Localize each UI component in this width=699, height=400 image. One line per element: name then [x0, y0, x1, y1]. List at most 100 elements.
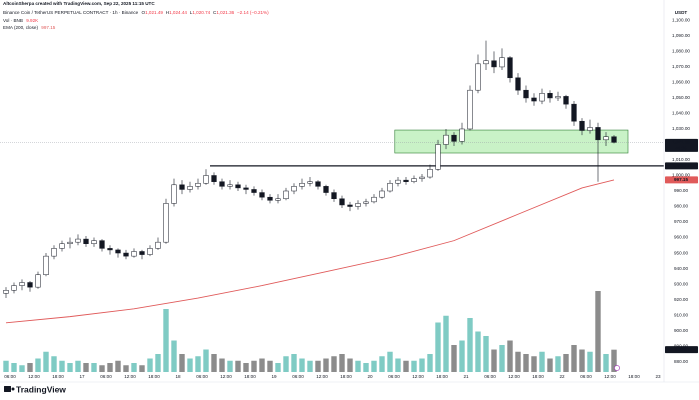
candle-body	[251, 189, 257, 193]
candle-body	[403, 179, 409, 182]
candle-body	[11, 285, 17, 291]
volume-bar	[347, 358, 353, 372]
volume-bar	[307, 360, 313, 372]
candle-body	[51, 248, 57, 257]
candle-body	[139, 251, 145, 255]
volume-bar	[35, 358, 41, 372]
candle-body	[563, 96, 569, 105]
volume-bar	[51, 356, 57, 372]
candle-body	[371, 196, 377, 203]
volume-bar	[203, 349, 209, 372]
y-tick-label: 1,060.00	[672, 80, 690, 85]
ema-badge-bg	[665, 176, 698, 184]
candle-body	[523, 89, 529, 99]
candle-body	[107, 248, 113, 251]
quote-o-value: 1,021.49	[145, 10, 163, 15]
x-tick-label: 12:00	[220, 374, 232, 379]
y-tick-label: 940.00	[674, 266, 688, 271]
level-badge-bg	[665, 162, 698, 170]
support-zone	[394, 129, 629, 154]
y-tick-label: 880.00	[674, 359, 688, 364]
x-tick-label: 18:00	[532, 374, 544, 379]
y-tick-label: 1,050.00	[672, 95, 690, 100]
plot-area	[0, 40, 664, 372]
candle-body	[147, 248, 153, 255]
volume-bar	[211, 354, 217, 372]
y-tick-label: 1,040.00	[672, 111, 690, 116]
volume-bar	[571, 345, 577, 372]
volume-bar	[283, 356, 289, 372]
events-icon[interactable]	[614, 365, 620, 371]
y-tick-label: 1,090.00	[672, 33, 690, 38]
candle-body	[331, 192, 337, 200]
candle-body	[187, 186, 193, 190]
candle-body	[363, 201, 369, 204]
x-tick-label: 22	[559, 374, 565, 379]
volume-bar	[251, 360, 257, 372]
y-tick-label: 1,030.00	[672, 126, 690, 131]
x-tick-label: 18:00	[628, 374, 640, 379]
y-tick-label: 1,100.00	[672, 18, 690, 23]
volume-bar	[427, 354, 433, 372]
candle-body	[91, 240, 97, 244]
candle-body	[475, 63, 481, 91]
volume-bar	[19, 365, 25, 372]
candle-body	[499, 57, 505, 68]
volume-bar	[579, 349, 585, 372]
legend-symbol: Binance Coin / TetherUS PERPETUAL CONTRA…	[3, 10, 269, 15]
legend-volume: Vol · BNB 9.92K	[3, 18, 39, 23]
x-tick-label: 18	[175, 374, 181, 379]
candle-body	[35, 274, 41, 288]
volume-bar	[299, 358, 305, 372]
volume-bar	[435, 322, 441, 372]
candle-body	[315, 181, 321, 187]
volume-bar	[355, 360, 361, 372]
x-tick-label: 18:00	[244, 374, 256, 379]
volume-bar	[499, 345, 505, 372]
quote-l-value: 1,020.74	[192, 10, 210, 15]
candle-body	[267, 196, 273, 201]
candle-body	[419, 176, 425, 179]
candle-body	[155, 241, 161, 249]
volume-bar	[483, 336, 489, 372]
x-tick-label: 12:00	[28, 374, 40, 379]
candle-body	[203, 175, 209, 184]
volume-bar	[451, 345, 457, 372]
candle-body	[611, 136, 617, 143]
x-tick-label: 17	[79, 374, 85, 379]
candle-body	[123, 252, 129, 257]
volume-bar	[331, 356, 337, 372]
volume-bar	[75, 360, 81, 372]
candle-body	[539, 93, 545, 102]
volume-bar	[11, 363, 17, 372]
volume-bar	[563, 354, 569, 372]
volume-bar	[131, 363, 137, 372]
volume-bar	[491, 349, 497, 372]
candle-body	[115, 249, 121, 254]
y-tick-label: 900.00	[674, 328, 688, 333]
attribution: AltcoinSherpa created with TradingView.c…	[3, 1, 155, 6]
y-tick-label: 1,000.00	[672, 173, 690, 178]
candle-body	[443, 134, 449, 145]
x-tick-label: 18:00	[52, 374, 64, 379]
volume-bar	[547, 358, 553, 372]
candle-body	[195, 182, 201, 187]
quote-l-key: L	[190, 10, 193, 15]
quote-c-value: 1,021.36	[216, 10, 234, 15]
candle-body	[323, 186, 329, 193]
volume-badge: 9.92K	[675, 347, 688, 352]
x-tick-label: 06:00	[292, 374, 304, 379]
currency-label: USDT	[675, 10, 688, 15]
last-price-badge: 1,021.36	[672, 140, 690, 145]
y-tick-label: 980.00	[674, 204, 688, 209]
candle-body	[235, 184, 241, 189]
x-tick-label: 19	[271, 374, 277, 379]
quote-h-value: 1,024.44	[169, 10, 187, 15]
volume-bar	[195, 356, 201, 372]
candle-body	[163, 203, 169, 243]
candle-body	[587, 127, 593, 131]
candle-body	[83, 238, 89, 244]
y-tick-label: 950.00	[674, 250, 688, 255]
candle-body	[243, 187, 249, 190]
